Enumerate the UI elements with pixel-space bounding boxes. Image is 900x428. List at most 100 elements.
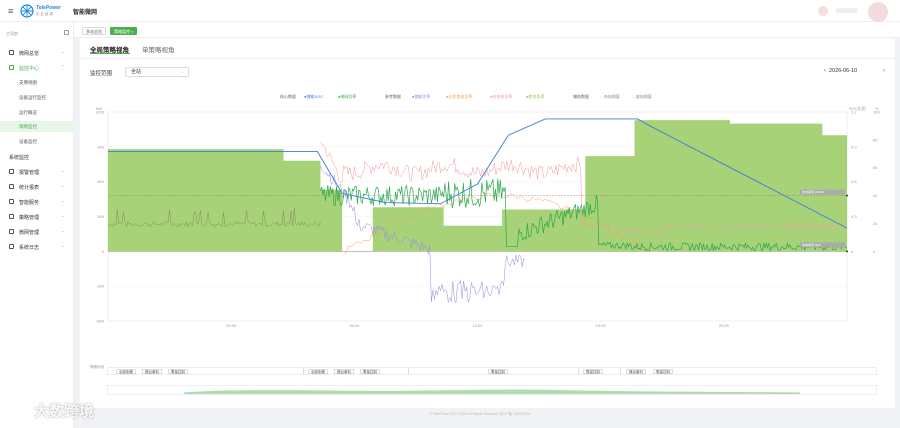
sidebar-item-monitor[interactable]: 监控中心 ⌃ [0,62,74,73]
charger-line [320,142,846,236]
legend-item[interactable]: ●电网功率 [338,94,357,99]
legend-group-label: 参考数据 [385,94,401,99]
sidebar-subitem-label: 设备运行监控 [19,95,46,100]
legend-item[interactable]: ●储能功率 [412,94,431,99]
sidebar-item-label: 智能服务 [19,200,40,206]
sidebar-subitem-label: 运行概览 [19,110,37,115]
notification-icon[interactable] [818,6,828,16]
tab-home[interactable]: 多站总览 [82,27,106,35]
strategy-strip: 全能削峰 峰谷套利 需量控制 全能削峰 峰谷套利 需量控制 需量控制 需量控制 … [107,367,877,375]
service-icon [9,199,14,204]
legend-item[interactable]: ●储能SOC [304,94,324,99]
strategy-chip[interactable]: 峰谷套利 [142,369,162,374]
strategy-chip[interactable]: 全能削峰 [308,369,328,374]
sidebar-subitem-active[interactable]: 策略监控 [0,121,74,132]
avatar[interactable] [868,2,888,22]
legend-item[interactable]: - -放电阈值 [632,94,652,99]
legend-item-label: 充电桩功率 [492,94,513,99]
range-select[interactable]: 全站 ⌄ [125,67,189,77]
monitor-icon [9,65,14,70]
pv-line [344,192,651,255]
sidebar-item-alarm[interactable]: 报警管理 ⌄ [0,166,74,177]
tab-single-view[interactable]: 单策略视角 [142,47,175,54]
collapse-icon[interactable] [64,30,69,35]
strategy-chip[interactable]: 峰谷套利 [334,369,354,374]
sidebar-subitem-label: 设备监控 [19,139,37,144]
legend-item[interactable]: ●光伏发电功率 [446,94,473,99]
date-prev-button[interactable]: ‹ [824,68,826,74]
strategy-chip[interactable]: 全能削峰 [116,369,136,374]
chevron-down-icon: ⌄ [61,198,65,203]
legend-item[interactable]: ●综合负荷 [526,94,545,99]
legend-item-label: 综合负荷 [528,94,545,99]
strategy-chip[interactable]: 需量控制 [360,369,380,374]
threshold-dot [846,194,848,197]
logo-icon [20,4,34,18]
strategy-timeline: 策略时段 全能削峰 峰谷套利 需量控制 全能削峰 峰谷套利 需量控制 需量控制 … [80,365,895,408]
y3-axis-label: % [875,106,879,111]
legend-group-label: 核心数据 [280,94,296,99]
load-line [107,208,321,228]
sidebar-item-report[interactable]: 统计报表 ⌄ [0,181,74,192]
sidebar-subitem[interactable]: 设备运行监控 [0,92,74,103]
user-name[interactable] [836,8,858,13]
sidebar-item-microgrid[interactable]: 微网管理 ⌄ [0,226,74,237]
sidebar-subitem[interactable]: 设备监控 [0,136,74,147]
tab-global-view[interactable]: 全局策略视角 [90,47,129,54]
sidebar-item-log[interactable]: 系统日志 ⌄ [0,241,74,252]
sidebar-subitem[interactable]: 运行概览 [0,107,74,118]
y-tick-label: 600 [97,179,104,184]
time-brush[interactable] [107,385,877,395]
chevron-down-icon: ⌄ [61,213,65,218]
sidebar-item-label: 统计报表 [19,185,40,191]
strategy-chip[interactable]: 需量控制 [488,369,508,374]
strategy-chip[interactable]: 峰谷套利 [626,369,646,374]
main-panel: 全局策略视角 单策略视角 监控范围 全站 ⌄ ‹ 2026-06-10 › 核心… [80,38,895,408]
sidebar-subitem[interactable]: 支撑视图 [0,77,74,88]
y-tick-label: 900 [97,144,104,149]
strategy-chip[interactable]: 需量控制 [583,369,603,374]
threshold-label: 充电阈值 0kW [802,242,821,247]
sidebar-item-service[interactable]: 智能服务 ⌄ [0,196,74,207]
date-next-button[interactable]: › [883,68,885,74]
y2-tick-label: 0 [851,249,854,254]
grid-power-line [320,178,847,253]
tab-strategy-monitor[interactable]: 策略监控 × [110,27,138,35]
legend-group-label: 辅助数据 [573,94,589,99]
soc-line [108,118,848,229]
settings-icon [9,229,14,234]
legend-item[interactable]: ●充电桩功率 [490,94,513,99]
chevron-down-icon: ⌄ [61,49,65,54]
sidebar-item-overview[interactable]: 微网总览 ⌄ [0,47,74,58]
legend-item-label: 电网功率 [340,94,357,99]
chevron-up-icon: ⌃ [61,64,65,69]
y2-tick-label: 0.6 [851,179,857,184]
y3-tick-label: 100 [873,110,880,115]
watermark-logo-icon [8,403,30,417]
brand-subtitle: 天 此 能 源 [36,12,53,16]
threshold-label-bg [800,242,845,248]
sidebar-item-system-monitor[interactable]: 系统监控 [0,151,74,162]
strategy-chip[interactable]: 需量控制 [653,369,673,374]
legend-item[interactable]: - -充电阈值 [600,94,620,99]
divider [80,58,895,59]
load-area [108,120,847,252]
sidebar-item-strategy[interactable]: 策略管理 ⌄ [0,211,74,222]
menu-toggle-icon[interactable]: ≡ [8,6,14,16]
threshold-label-bg [800,189,845,195]
sidebar-item-label: 微网管理 [19,230,40,236]
chevron-down-icon: ⌄ [61,168,65,173]
y-tick-label: 300 [97,214,104,219]
sidebar-item-label: 系统监控 [9,155,30,161]
sidebar-item-label: 报警管理 [19,170,40,176]
chart-legend: 核心数据 ●储能SOC ●电网功率 参考数据 ●储能功率 ●光伏发电功率 ●充电… [80,94,895,102]
chevron-down-icon: ⌄ [180,69,184,74]
alarm-icon [9,169,14,174]
divider [408,368,409,375]
sidebar-item-label: 监控中心 [19,66,40,72]
threshold-dot [846,250,848,253]
strategy-chip[interactable]: 需量控制 [168,369,188,374]
close-icon[interactable]: × [131,29,134,34]
date-display[interactable]: 2026-06-10 [829,68,858,74]
watermark: 大数跨境 [34,403,95,420]
